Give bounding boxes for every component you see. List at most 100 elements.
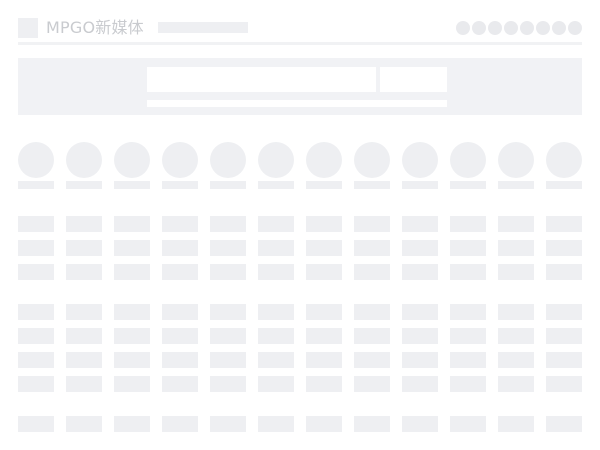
grid-cell-placeholder[interactable] xyxy=(546,376,582,392)
grid-cell-placeholder[interactable] xyxy=(450,352,486,368)
grid-cell-placeholder[interactable] xyxy=(450,328,486,344)
grid-cell-placeholder[interactable] xyxy=(162,216,198,232)
grid-cell-placeholder[interactable] xyxy=(66,376,102,392)
grid-cell-placeholder[interactable] xyxy=(354,352,390,368)
grid-cell-placeholder[interactable] xyxy=(210,416,246,432)
grid-cell-placeholder[interactable] xyxy=(354,304,390,320)
category-icon-placeholder[interactable] xyxy=(18,142,54,178)
grid-cell-placeholder[interactable] xyxy=(114,216,150,232)
grid-cell-placeholder[interactable] xyxy=(114,416,150,432)
grid-cell-placeholder[interactable] xyxy=(258,328,294,344)
grid-cell-placeholder[interactable] xyxy=(402,304,438,320)
grid-cell-placeholder[interactable] xyxy=(18,416,54,432)
grid-cell-placeholder[interactable] xyxy=(498,352,534,368)
grid-cell-placeholder[interactable] xyxy=(450,304,486,320)
grid-cell-placeholder[interactable] xyxy=(66,304,102,320)
grid-cell-placeholder[interactable] xyxy=(18,240,54,256)
category-icon-placeholder[interactable] xyxy=(450,142,486,178)
grid-cell-placeholder[interactable] xyxy=(402,328,438,344)
placeholder-dot-icon[interactable] xyxy=(520,21,534,35)
grid-cell-placeholder[interactable] xyxy=(114,304,150,320)
grid-cell-placeholder[interactable] xyxy=(546,264,582,280)
placeholder-dot-icon[interactable] xyxy=(456,21,470,35)
grid-cell-placeholder[interactable] xyxy=(354,216,390,232)
grid-cell-placeholder[interactable] xyxy=(402,264,438,280)
grid-cell-placeholder[interactable] xyxy=(18,264,54,280)
grid-cell-placeholder[interactable] xyxy=(354,240,390,256)
grid-cell-placeholder[interactable] xyxy=(258,416,294,432)
search-input-placeholder[interactable] xyxy=(147,67,376,92)
grid-cell-placeholder[interactable] xyxy=(258,216,294,232)
grid-cell-placeholder[interactable] xyxy=(66,416,102,432)
grid-cell-placeholder[interactable] xyxy=(402,352,438,368)
placeholder-dot-icon[interactable] xyxy=(552,21,566,35)
grid-cell-placeholder[interactable] xyxy=(162,328,198,344)
placeholder-dot-icon[interactable] xyxy=(472,21,486,35)
grid-cell-placeholder[interactable] xyxy=(210,264,246,280)
grid-cell-placeholder[interactable] xyxy=(18,328,54,344)
grid-cell-placeholder[interactable] xyxy=(210,352,246,368)
grid-cell-placeholder[interactable] xyxy=(66,352,102,368)
grid-cell-placeholder[interactable] xyxy=(546,240,582,256)
grid-cell-placeholder[interactable] xyxy=(162,376,198,392)
grid-cell-placeholder[interactable] xyxy=(546,352,582,368)
category-icon-placeholder[interactable] xyxy=(258,142,294,178)
grid-cell-placeholder[interactable] xyxy=(18,216,54,232)
grid-cell-placeholder[interactable] xyxy=(66,264,102,280)
grid-cell-placeholder[interactable] xyxy=(450,376,486,392)
grid-cell-placeholder[interactable] xyxy=(258,376,294,392)
category-icon-placeholder[interactable] xyxy=(306,142,342,178)
grid-cell-placeholder[interactable] xyxy=(402,416,438,432)
logo-icon[interactable] xyxy=(18,18,38,38)
grid-cell-placeholder[interactable] xyxy=(402,216,438,232)
grid-cell-placeholder[interactable] xyxy=(114,352,150,368)
placeholder-dot-icon[interactable] xyxy=(504,21,518,35)
grid-cell-placeholder[interactable] xyxy=(546,416,582,432)
grid-cell-placeholder[interactable] xyxy=(354,376,390,392)
grid-cell-placeholder[interactable] xyxy=(306,416,342,432)
grid-cell-placeholder[interactable] xyxy=(354,416,390,432)
grid-cell-placeholder[interactable] xyxy=(402,240,438,256)
placeholder-dot-icon[interactable] xyxy=(488,21,502,35)
grid-cell-placeholder[interactable] xyxy=(306,352,342,368)
grid-cell-placeholder[interactable] xyxy=(162,304,198,320)
grid-cell-placeholder[interactable] xyxy=(546,328,582,344)
grid-cell-placeholder[interactable] xyxy=(306,304,342,320)
grid-cell-placeholder[interactable] xyxy=(18,376,54,392)
grid-cell-placeholder[interactable] xyxy=(258,264,294,280)
category-icon-placeholder[interactable] xyxy=(354,142,390,178)
grid-cell-placeholder[interactable] xyxy=(306,264,342,280)
grid-cell-placeholder[interactable] xyxy=(66,240,102,256)
grid-cell-placeholder[interactable] xyxy=(114,264,150,280)
grid-cell-placeholder[interactable] xyxy=(498,328,534,344)
grid-cell-placeholder[interactable] xyxy=(306,376,342,392)
category-icon-placeholder[interactable] xyxy=(162,142,198,178)
grid-cell-placeholder[interactable] xyxy=(498,240,534,256)
grid-cell-placeholder[interactable] xyxy=(546,304,582,320)
grid-cell-placeholder[interactable] xyxy=(114,376,150,392)
grid-cell-placeholder[interactable] xyxy=(66,328,102,344)
grid-cell-placeholder[interactable] xyxy=(162,264,198,280)
grid-cell-placeholder[interactable] xyxy=(354,264,390,280)
grid-cell-placeholder[interactable] xyxy=(210,304,246,320)
grid-cell-placeholder[interactable] xyxy=(210,376,246,392)
grid-cell-placeholder[interactable] xyxy=(162,240,198,256)
category-icon-placeholder[interactable] xyxy=(498,142,534,178)
grid-cell-placeholder[interactable] xyxy=(258,304,294,320)
placeholder-dot-icon[interactable] xyxy=(536,21,550,35)
grid-cell-placeholder[interactable] xyxy=(210,328,246,344)
grid-cell-placeholder[interactable] xyxy=(258,352,294,368)
grid-cell-placeholder[interactable] xyxy=(306,216,342,232)
grid-cell-placeholder[interactable] xyxy=(114,240,150,256)
grid-cell-placeholder[interactable] xyxy=(498,416,534,432)
grid-cell-placeholder[interactable] xyxy=(354,328,390,344)
grid-cell-placeholder[interactable] xyxy=(210,240,246,256)
grid-cell-placeholder[interactable] xyxy=(498,376,534,392)
grid-cell-placeholder[interactable] xyxy=(450,240,486,256)
grid-cell-placeholder[interactable] xyxy=(114,328,150,344)
category-icon-placeholder[interactable] xyxy=(546,142,582,178)
category-icon-placeholder[interactable] xyxy=(114,142,150,178)
grid-cell-placeholder[interactable] xyxy=(498,216,534,232)
grid-cell-placeholder[interactable] xyxy=(450,416,486,432)
grid-cell-placeholder[interactable] xyxy=(18,352,54,368)
